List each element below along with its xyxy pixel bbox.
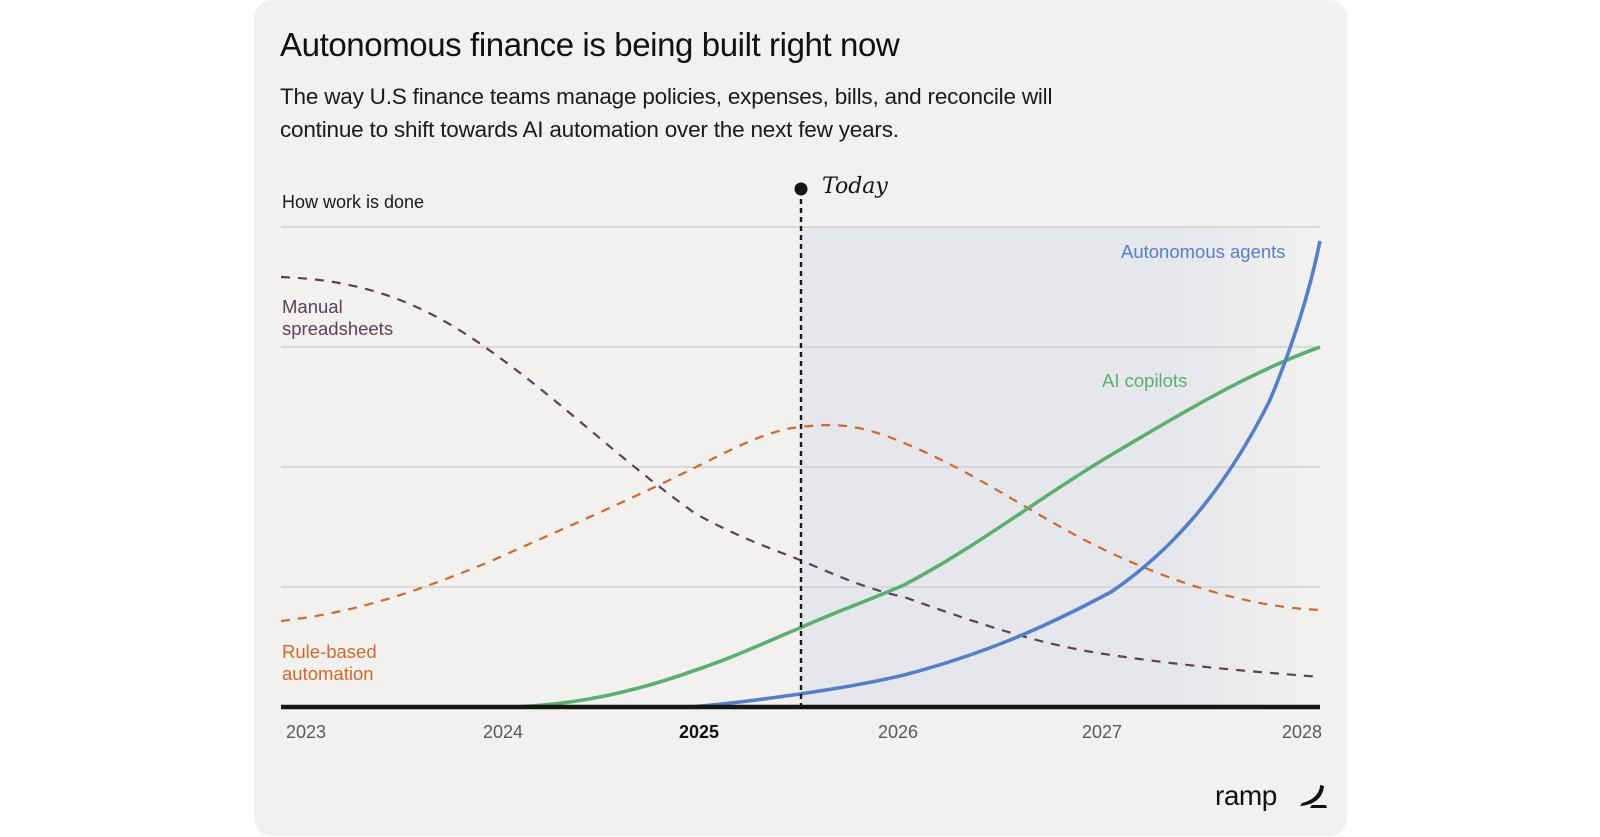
label-rule-line1: Rule-based [282, 641, 377, 662]
series-manual-spreadsheets [280, 275, 1321, 679]
label-manual-spreadsheets: Manual spreadsheets [282, 296, 393, 340]
label-manual-line2: spreadsheets [282, 318, 394, 339]
x-tick-2024: 2024 [482, 722, 524, 742]
label-ai-copilots: AI copilots [1102, 370, 1188, 391]
label-rule-based-automation: Rule-based automation [282, 641, 377, 685]
today-marker-dot [794, 182, 808, 196]
x-tick-2025: 2025 [678, 722, 720, 742]
y-axis-label: How work is done [282, 192, 425, 212]
x-tick-2028: 2028 [1281, 722, 1323, 742]
label-manual-line1: Manual [282, 296, 343, 317]
x-tick-2026: 2026 [877, 722, 919, 742]
label-autonomous-agents: Autonomous agents [1121, 241, 1286, 262]
x-tick-2023: 2023 [285, 722, 327, 742]
ramp-logo-icon [1300, 785, 1327, 808]
series-ai-copilots [509, 345, 1321, 709]
chart-subtitle: The way U.S finance teams manage policie… [280, 84, 1053, 142]
label-rule-line2: automation [282, 663, 374, 684]
chart-title: Autonomous finance is being built right … [280, 26, 900, 63]
today-label: Today [822, 174, 888, 199]
x-tick-2027: 2027 [1081, 722, 1123, 742]
brand-wordmark: ramp [1215, 780, 1277, 811]
